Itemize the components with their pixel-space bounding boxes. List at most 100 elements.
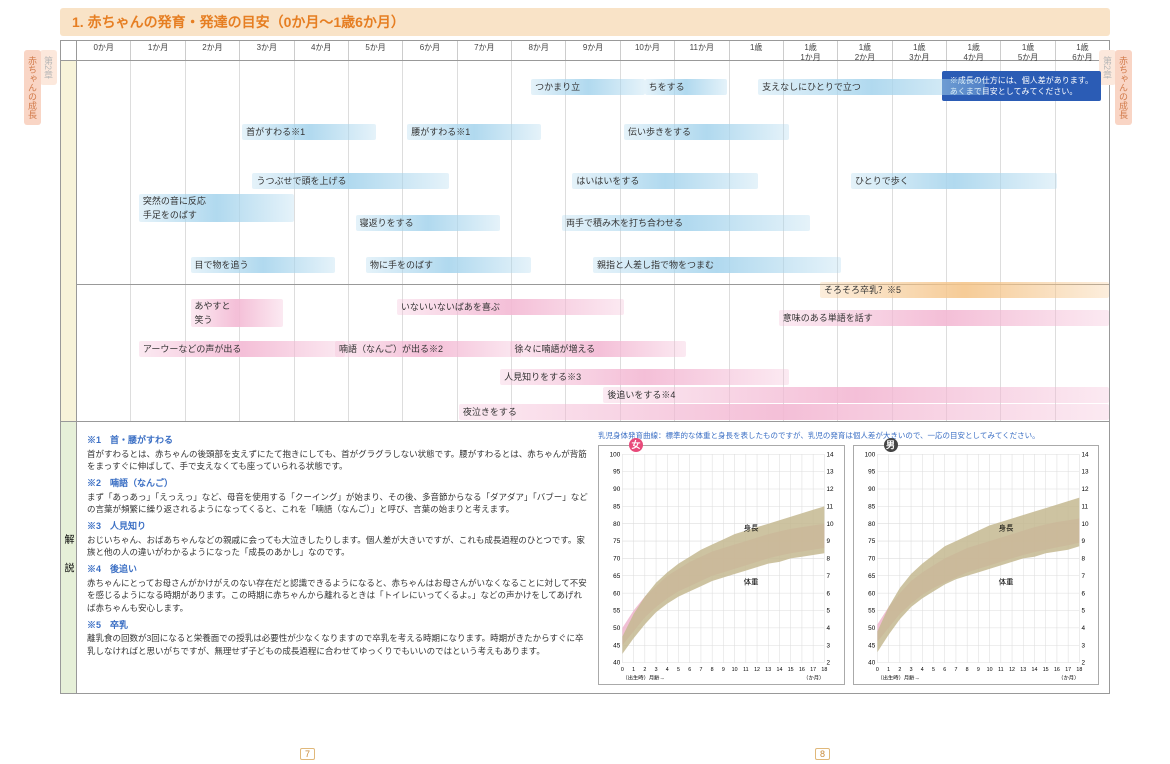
svg-text:0: 0	[621, 667, 624, 673]
axis-tick: 9か月	[566, 41, 620, 60]
svg-text:3: 3	[909, 667, 912, 673]
svg-text:10: 10	[986, 667, 992, 673]
svg-text:7: 7	[954, 667, 957, 673]
chart-caption: 乳児身体発育曲線：標準的な体重と身長を表したものですが、乳児の発育は個人差が大き…	[598, 430, 1099, 441]
svg-text:5: 5	[1081, 608, 1085, 615]
axis-tick: 1歳	[730, 41, 784, 60]
svg-text:100: 100	[610, 452, 621, 459]
milestone-bar: 徐々に喃語が増える	[510, 341, 685, 357]
explain-heading: ※5 卒乳	[87, 619, 588, 633]
svg-text:3: 3	[826, 643, 830, 650]
svg-text:65: 65	[613, 573, 621, 580]
axis-tick: 1か月	[131, 41, 185, 60]
milestone-bar: 親指と人差し指で物をつまむ	[593, 257, 841, 273]
svg-text:（か月）: （か月）	[803, 675, 824, 682]
svg-text:9: 9	[826, 538, 830, 545]
page-number-right: 8	[815, 748, 830, 760]
svg-text:100: 100	[864, 452, 875, 459]
svg-text:90: 90	[868, 486, 876, 493]
svg-text:55: 55	[868, 608, 876, 615]
svg-text:3: 3	[655, 667, 658, 673]
explain-section: 解 説 ※1 首・腰がすわる首がすわるとは、赤ちゃんの後頭部を支えずにたて抱きに…	[61, 421, 1109, 693]
svg-text:体重: 体重	[744, 577, 759, 587]
growth-charts: 乳児身体発育曲線：標準的な体重と身長を表したものですが、乳児の発育は個人差が大き…	[598, 430, 1099, 685]
milestone-bar: ひとりで歩く	[851, 173, 1057, 189]
milestone-bar: うつぶせで頭を上げる	[252, 173, 448, 189]
svg-text:12: 12	[1009, 667, 1015, 673]
explain-heading: ※1 首・腰がすわる	[87, 434, 588, 448]
axis-tick: 10か月	[621, 41, 675, 60]
svg-text:8: 8	[965, 667, 968, 673]
svg-text:14: 14	[777, 667, 783, 673]
milestone-bar: 伝い歩きをする	[624, 124, 789, 140]
svg-text:11: 11	[826, 504, 833, 511]
milestone-bar: ちをする	[645, 79, 728, 95]
growth-chart: 男404550556065707580859095100234567891011…	[853, 445, 1100, 685]
svg-text:45: 45	[868, 643, 876, 650]
svg-text:85: 85	[868, 504, 876, 511]
svg-text:13: 13	[1081, 469, 1089, 476]
svg-text:14: 14	[826, 452, 834, 459]
svg-text:55: 55	[613, 608, 621, 615]
svg-text:11: 11	[998, 667, 1004, 673]
svg-text:2: 2	[643, 667, 646, 673]
svg-text:7: 7	[826, 573, 830, 580]
svg-text:40: 40	[868, 660, 876, 667]
svg-text:15: 15	[1042, 667, 1048, 673]
side-tab-l: 赤ちゃんの成長	[24, 50, 41, 125]
growth-chart: 女404550556065707580859095100234567891011…	[598, 445, 845, 685]
svg-text:70: 70	[868, 556, 876, 563]
milestone-bar: 喃語（なんご）が出る※2	[335, 341, 521, 357]
explain-paragraph: おじいちゃん、おばあちゃんなどの親戚に会っても大泣きしたりします。個人差が大きい…	[87, 534, 588, 560]
svg-text:18: 18	[821, 667, 827, 673]
svg-text:10: 10	[732, 667, 738, 673]
svg-text:12: 12	[754, 667, 760, 673]
svg-text:6: 6	[1081, 591, 1085, 598]
milestone-bar: いないいないばあを喜ぶ	[397, 299, 624, 315]
svg-text:75: 75	[868, 538, 876, 545]
explain-heading: ※4 後追い	[87, 563, 588, 577]
svg-text:50: 50	[868, 625, 876, 632]
svg-text:16: 16	[799, 667, 805, 673]
milestone-bar: あやすと 笑う	[191, 299, 284, 327]
svg-text:8: 8	[711, 667, 714, 673]
axis-tick: 1歳 4か月	[947, 41, 1001, 60]
svg-text:2: 2	[1081, 660, 1085, 667]
svg-text:5: 5	[677, 667, 680, 673]
svg-text:12: 12	[826, 486, 834, 493]
svg-text:6: 6	[688, 667, 691, 673]
svg-text:70: 70	[613, 556, 621, 563]
milestone-bar: 突然の音に反応 手足をのばす	[139, 194, 294, 222]
axis-tick: 0か月	[77, 41, 131, 60]
svg-text:15: 15	[788, 667, 794, 673]
svg-text:16: 16	[1053, 667, 1059, 673]
explain-heading: ※3 人見知り	[87, 520, 588, 534]
svg-text:体重: 体重	[998, 577, 1013, 587]
svg-text:13: 13	[1020, 667, 1026, 673]
svg-text:4: 4	[920, 667, 923, 673]
axis-tick: 7か月	[458, 41, 512, 60]
svg-text:11: 11	[743, 667, 749, 673]
svg-text:14: 14	[1031, 667, 1037, 673]
svg-text:8: 8	[1081, 556, 1085, 563]
milestone-bar: 寝返りをする	[356, 215, 500, 231]
svg-text:9: 9	[976, 667, 979, 673]
svg-text:4: 4	[666, 667, 669, 673]
svg-text:40: 40	[613, 660, 621, 667]
axis-tick: 1歳 2か月	[838, 41, 892, 60]
milestone-bar: 腰がすわる※1	[407, 124, 541, 140]
side-tab-r: 赤ちゃんの成長	[1115, 50, 1132, 125]
milestone-bar: 支えなしにひとりで立つ	[758, 79, 985, 95]
svg-text:8: 8	[826, 556, 830, 563]
explain-label: 解 説	[61, 422, 77, 693]
axis-tick: 1歳 3か月	[893, 41, 947, 60]
svg-text:80: 80	[868, 521, 876, 528]
svg-text:4: 4	[1081, 625, 1085, 632]
axis-tick: 1歳 1か月	[784, 41, 838, 60]
milestone-bar: 後追いをする※4	[603, 387, 1109, 403]
milestone-bar: アーウーなどの声が出る	[139, 341, 345, 357]
explain-paragraph: 離乳食の回数が3回になると栄養面での授乳は必要性が少なくなりますので卒乳を考える…	[87, 632, 588, 658]
svg-text:95: 95	[868, 469, 876, 476]
axis-tick: 5か月	[349, 41, 403, 60]
svg-text:10: 10	[1081, 521, 1089, 528]
